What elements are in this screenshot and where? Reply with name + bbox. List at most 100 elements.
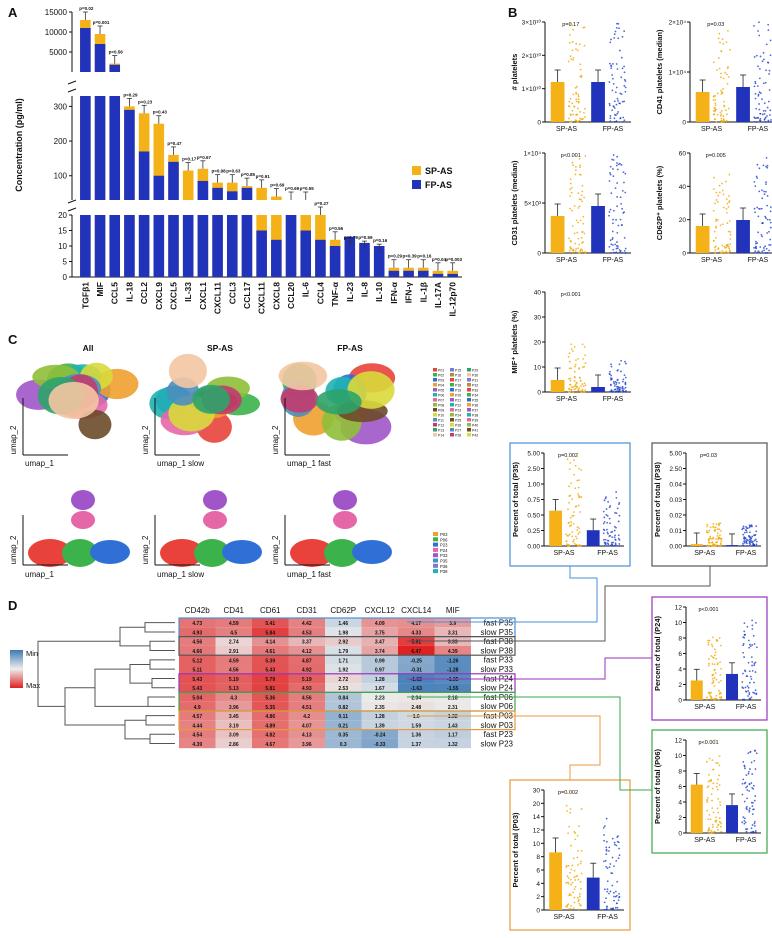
heatmap-cell-value: 5.43 [192,677,202,683]
panel-b-chart-4-ytick-label: 0 [537,390,541,397]
panel-b-chart-0-dot [577,98,580,100]
umap-legend-label: P09 [438,409,444,413]
umap-subset-cluster [160,539,204,567]
panel-b-chart-0-dot [577,93,580,96]
bar-fp [271,239,282,277]
inset-p03-dot [573,830,576,833]
inset-p06-dot [753,831,756,834]
inset-p24-dot [717,698,720,701]
heatmap-cell [179,627,216,637]
inset-p06-dot [706,801,709,804]
panel-b-chart-2-dot [620,224,623,227]
umap-legend-label: P15 [455,369,461,373]
panel-b-chart-0-dot [608,81,611,83]
heatmap-cell [252,627,289,637]
umap-legend-swatch [450,428,454,432]
panel-b-chart-0-dot [621,35,624,38]
umap-legend-label: P37 [472,409,478,413]
inset-p06-dot [715,820,718,823]
heatmap-cell [288,618,325,628]
inset-p38-bar-sp [690,544,703,546]
inset-p06-dot [741,821,744,824]
heatmap-cell [398,627,435,637]
panel-b-chart-4-dot [581,366,584,369]
umap-axis-y-label: umap_2 [141,425,150,454]
heatmap-cell [361,664,398,674]
inset-p24-dot [713,648,716,651]
heatmap-cell-value: 2.74 [229,640,239,646]
inset-p38-dot [715,545,717,547]
heatmap-cell [361,683,398,693]
umap-legend-swatch [433,423,437,427]
panel-b-chart-3-dot [713,176,715,179]
umap-subset-legend-swatch [433,558,438,563]
panel-b-chart-4-dot [574,383,577,386]
panel-b-chart-1-dot [716,92,719,95]
inset-p03-dot [571,881,574,884]
heatmap-cell-value: 5.19 [302,677,312,683]
inset-p24-dot [713,676,716,679]
inset-p03-dot [566,904,569,907]
panel-a-ytick-label: 200 [54,137,68,146]
inset-p38-dot [712,523,715,525]
panel-b-chart-2-dot [579,219,582,222]
inset-p03-dot [565,882,568,884]
inset-p06-dot [743,822,746,825]
panel-b-chart-0-dot [616,97,619,100]
heatmap-cell-value: 5.35 [265,705,275,711]
panel-b-chart-3-dot [757,215,760,218]
inset-p35-dot [571,498,574,501]
inset-p06-dot [711,787,714,790]
umap-subset-legend-swatch [433,537,438,542]
panel-b-chart-0-dot [614,120,617,123]
heatmap-cell-value: 3.33 [448,640,458,646]
panel-b-chart-4-dot [623,390,626,393]
panel-b-chart-2-dot [577,207,580,209]
panel-b-chart-1-dot [720,93,723,95]
inset-p06-dot [718,774,720,777]
inset-p24-dot [749,645,752,647]
umap-subset-legend-label: P35 [440,559,448,564]
panel-b-chart-2-dot [624,172,627,175]
panel-b-chart-4-dot [616,379,619,381]
inset-p24-ylabel: Percent of total (P24) [653,615,662,691]
umap-legend-label: P27 [455,429,461,433]
inset-p24-dot [748,646,751,649]
panel-b-chart-1-dot [764,109,767,112]
inset-p06-dot [748,790,751,792]
inset-p38-dot [755,525,758,528]
inset-p38-dot [718,537,721,539]
panel-b-chart-0-dot [576,120,578,123]
heatmap-cell [215,618,252,628]
heatmap-cell-value: 5.43 [265,668,275,674]
umap-legend-label: P11 [438,419,444,423]
inset-p06-dot [710,829,712,832]
bar-fp [241,187,253,200]
umap-legend-swatch [433,383,437,387]
inset-p06-dot [708,757,711,760]
inset-p03-dot [573,876,576,879]
panel-b-chart-1-dot [717,37,720,40]
inset-p03-dot [603,908,606,911]
inset-p35-dot [573,473,575,476]
inset-p35-dot [606,539,609,542]
inset-p06-ytick-label: 4 [678,800,682,807]
heatmap-cell [361,618,398,628]
panel-b-chart-0-ylabel: # platelets [510,54,519,91]
heatmap-row-label: slow P24 [481,684,514,693]
panel-b-chart-0-bar-sp [550,82,565,122]
inset-p03-dot [567,877,570,879]
panel-b-chart-0-dot [574,119,577,122]
panel-b-chart-0-dot [609,62,611,65]
panel-b-chart-1-dot [719,72,722,75]
heatmap-cell [252,720,289,730]
panel-b-chart-3-dot [756,242,759,244]
panel-b-chart-3-dot [715,245,717,248]
heatmap-cell-value: 0.82 [338,705,348,711]
inset-p06-dot [752,830,754,833]
heatmap-cell-value: 5.43 [192,686,202,692]
inset-p06-dot [744,767,746,770]
inset-p35-dot [613,529,616,532]
inset-p35-dot [565,533,567,536]
panel-b-chart-2-dot [579,164,582,167]
